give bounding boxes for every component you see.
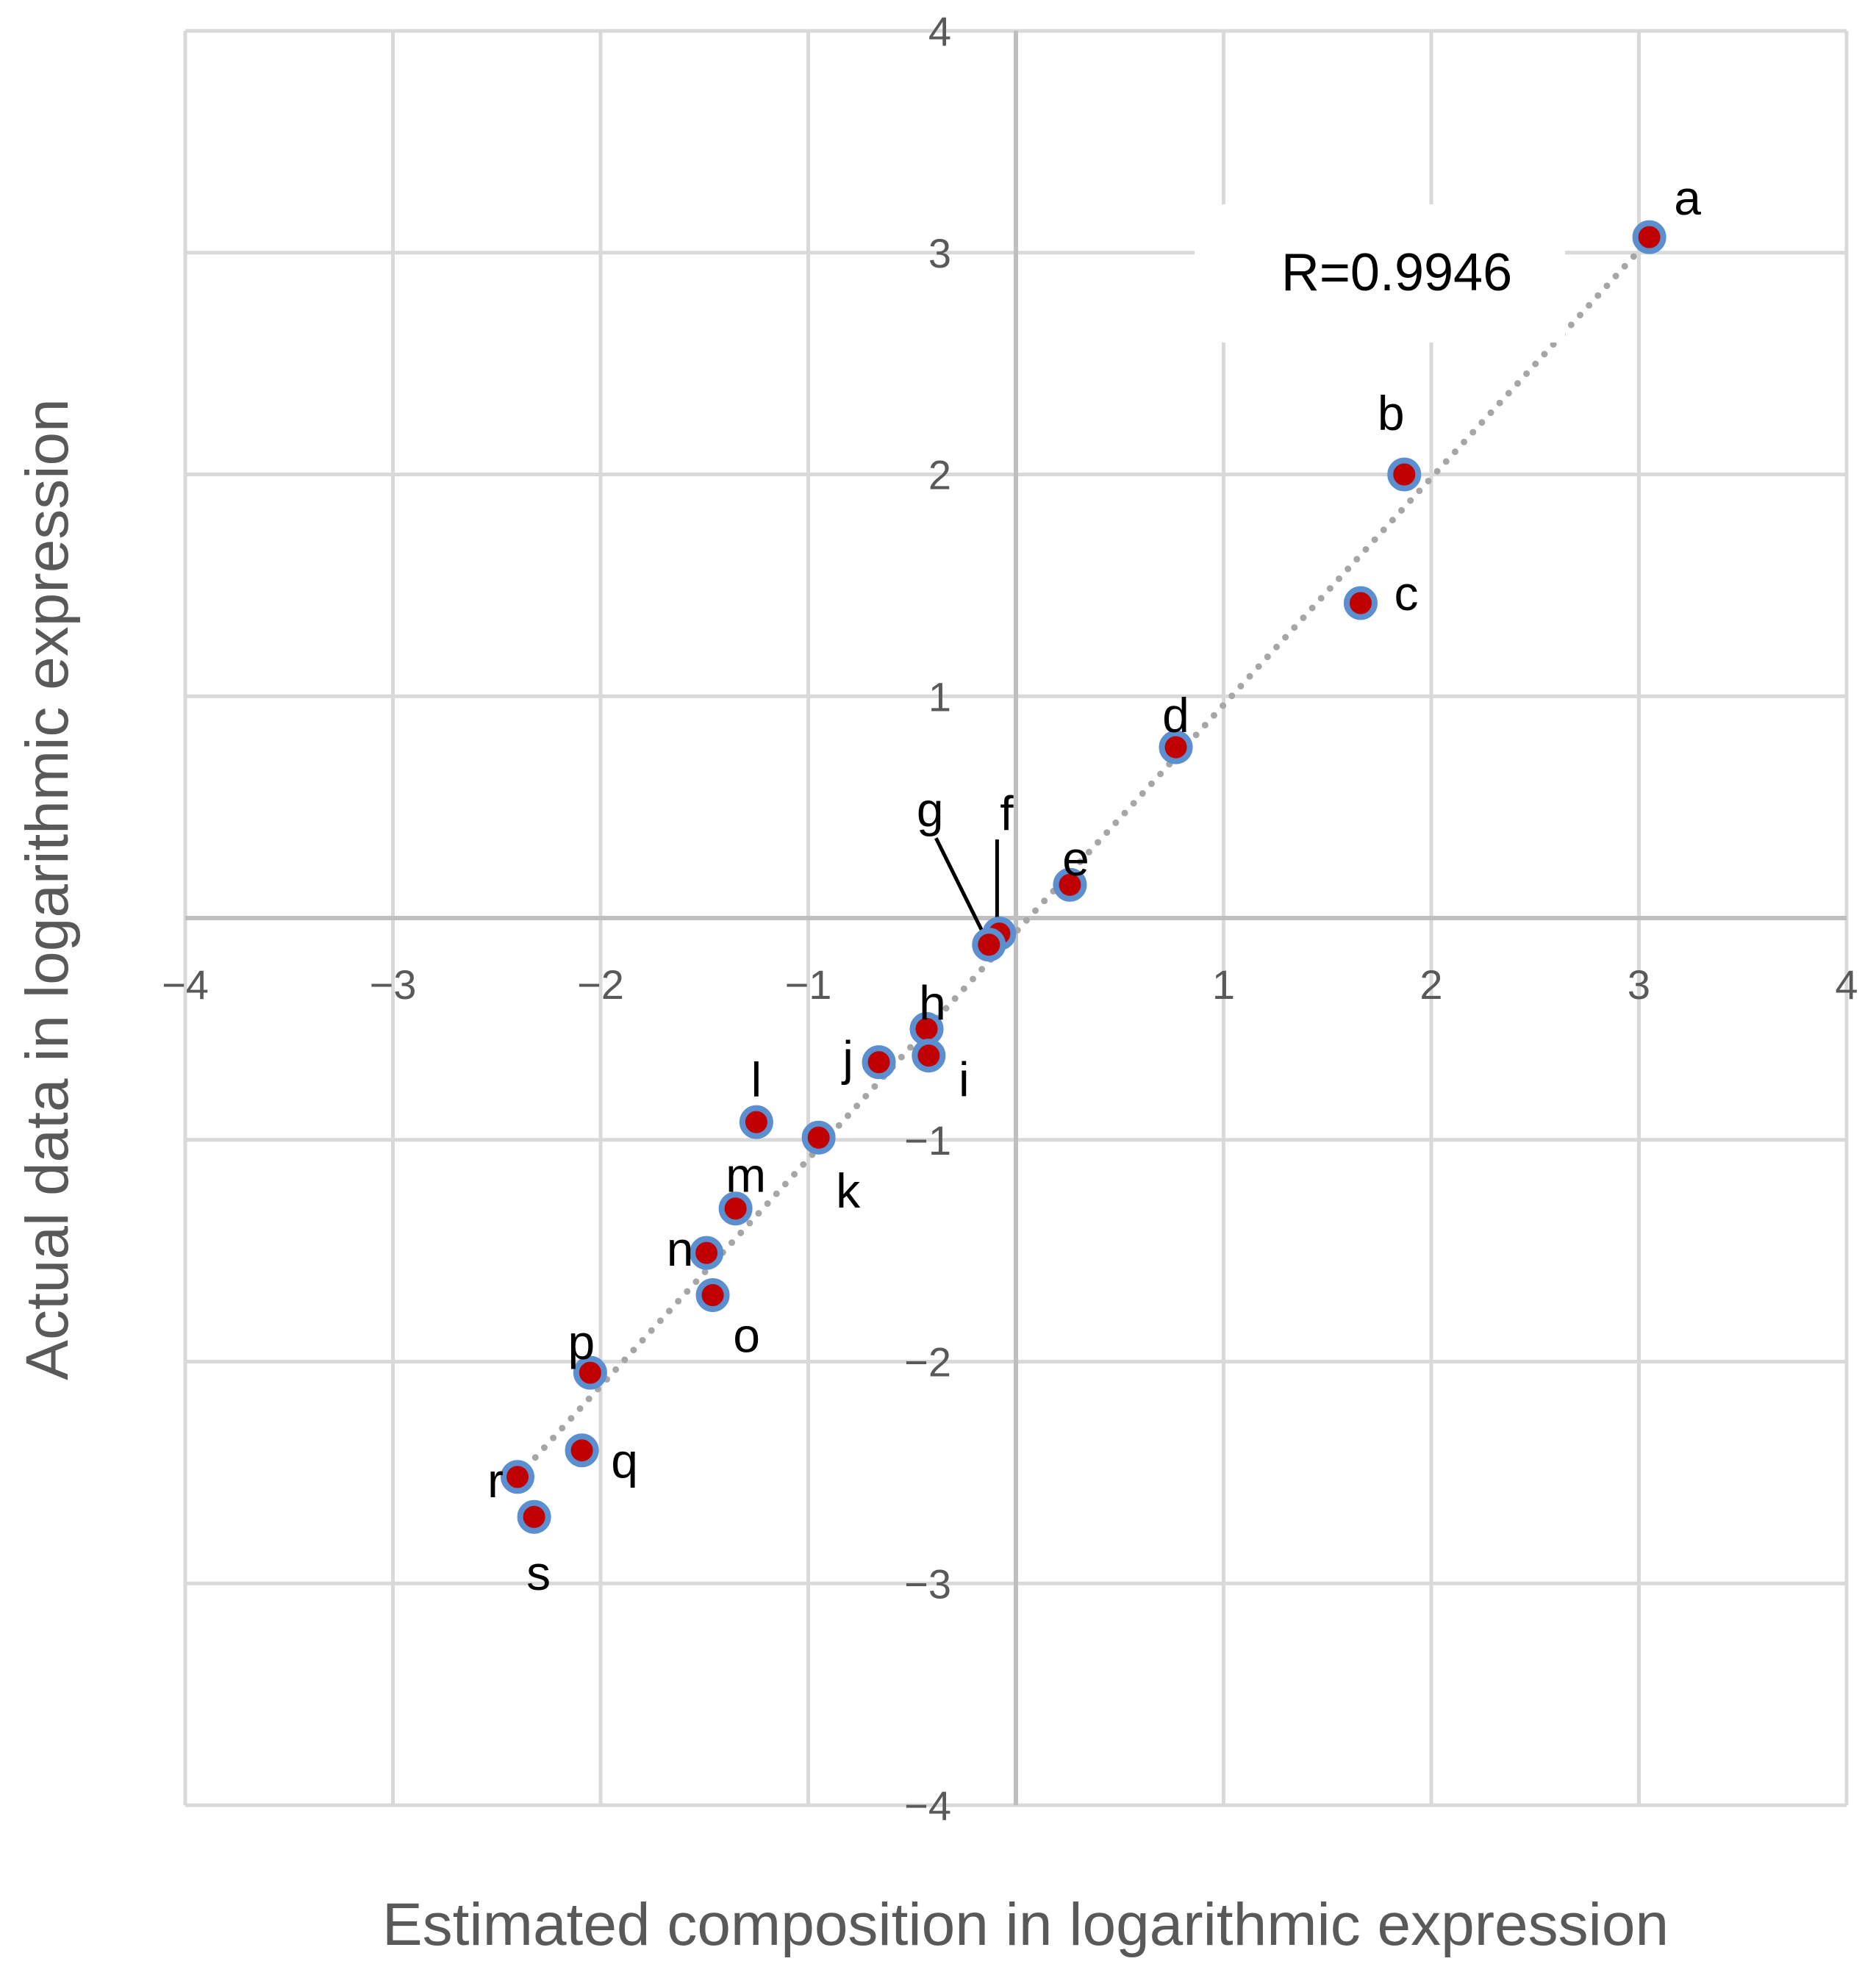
data-point-n	[690, 1236, 724, 1270]
data-point-m	[718, 1191, 753, 1226]
point-label-l: l	[751, 1053, 762, 1107]
y-tick-label: −1	[904, 1117, 951, 1164]
data-point-o	[695, 1277, 730, 1312]
annotation-box	[1195, 204, 1565, 343]
y-axis-title: Actual data in logarithmic expression	[14, 398, 81, 1380]
annotation-group: R=0.9946	[1195, 204, 1565, 343]
point-label-i: i	[959, 1053, 970, 1107]
leader-line-g	[934, 837, 984, 931]
data-points	[501, 220, 1666, 1534]
data-point-a	[1632, 220, 1666, 254]
x-tick-label: −4	[162, 961, 209, 1008]
data-point-g	[972, 928, 1006, 962]
data-point-e	[1053, 867, 1087, 902]
data-point-k	[801, 1120, 836, 1155]
x-tick-label: −2	[577, 961, 624, 1008]
point-label-b: b	[1378, 386, 1405, 440]
x-tick-label: −3	[370, 961, 417, 1008]
x-tick-label: 4	[1835, 961, 1858, 1008]
axes	[185, 31, 1847, 1805]
point-label-c: c	[1394, 566, 1418, 620]
point-label-n: n	[667, 1222, 694, 1276]
y-tick-label: −2	[904, 1339, 951, 1386]
data-point-c	[1343, 586, 1378, 620]
point-label-m: m	[726, 1148, 766, 1202]
data-point-j	[862, 1045, 896, 1080]
point-label-g: g	[917, 783, 944, 837]
point-label-s: s	[526, 1546, 551, 1600]
point-label-a: a	[1674, 171, 1701, 225]
point-label-k: k	[836, 1164, 861, 1218]
data-point-q	[565, 1433, 599, 1468]
x-tick-label: 1	[1212, 961, 1235, 1008]
y-tick-label: −3	[904, 1560, 951, 1607]
tick-labels: −4 −3 −2 −1 1 2 3 4 4 3 2 1 −1 −2 −3 −4	[162, 8, 1858, 1829]
leader-lines	[934, 837, 999, 931]
data-point-p	[573, 1355, 607, 1390]
x-axis-title: Estimated composition in logarithmic exp…	[382, 1891, 1669, 1958]
point-label-d: d	[1162, 688, 1189, 742]
data-point-l	[739, 1105, 773, 1139]
point-label-q: q	[611, 1434, 638, 1488]
point-label-o: o	[733, 1308, 760, 1362]
data-point-i	[912, 1039, 946, 1073]
y-tick-label: 4	[928, 8, 951, 54]
y-tick-label: 2	[928, 452, 951, 498]
data-point-r	[501, 1460, 534, 1494]
y-tick-label: 3	[928, 230, 951, 276]
point-label-e: e	[1062, 831, 1089, 886]
point-label-p: p	[568, 1315, 595, 1369]
point-label-j: j	[841, 1031, 853, 1086]
data-point-b	[1387, 457, 1422, 492]
point-label-r: r	[487, 1453, 504, 1508]
correlation-annotation: R=0.9946	[1281, 243, 1512, 302]
point-label-f: f	[1000, 786, 1014, 841]
data-point-s	[517, 1499, 551, 1534]
data-point-d	[1159, 730, 1193, 764]
y-tick-label: 1	[928, 673, 951, 720]
point-label-h: h	[919, 975, 946, 1030]
trendline	[514, 234, 1655, 1480]
trendline-group	[514, 234, 1655, 1480]
y-tick-label: −4	[904, 1782, 951, 1829]
x-tick-label: 3	[1628, 961, 1650, 1008]
x-tick-label: 2	[1419, 961, 1442, 1008]
x-tick-label: −1	[785, 961, 832, 1008]
